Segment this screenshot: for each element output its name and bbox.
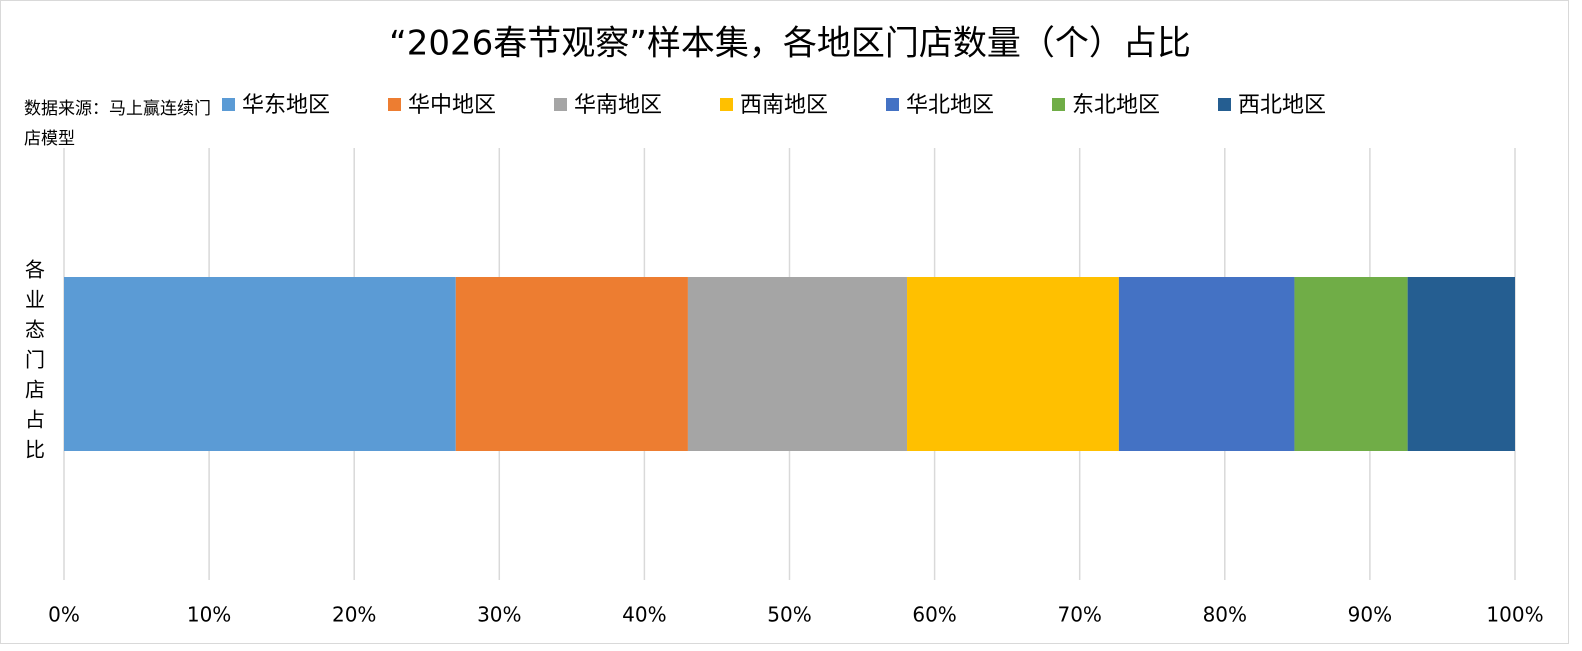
bar-segment xyxy=(1294,277,1408,451)
x-tick-label: 80% xyxy=(1203,603,1247,627)
legend-label: 西南地区 xyxy=(740,93,828,118)
bar-segment xyxy=(455,277,688,451)
legend-swatch xyxy=(1218,98,1231,111)
legend-swatch xyxy=(720,98,733,111)
legend-label: 西北地区 xyxy=(1238,93,1326,118)
legend-label: 华北地区 xyxy=(906,93,994,118)
x-tick-label: 20% xyxy=(332,603,376,627)
x-tick-label: 100% xyxy=(1486,603,1543,627)
chart-title: “2026春节观察”样本集，各地区门店数量（个）占比 xyxy=(389,24,1191,64)
bar-segment xyxy=(1118,277,1295,451)
x-tick-label: 70% xyxy=(1057,603,1101,627)
legend-label: 东北地区 xyxy=(1072,93,1160,118)
bar-segment xyxy=(1407,277,1515,451)
x-tick-label: 50% xyxy=(767,603,811,627)
bar-segment xyxy=(687,277,908,451)
legend-swatch xyxy=(1052,98,1065,111)
legend-swatch xyxy=(388,98,401,111)
bar-segment xyxy=(907,277,1119,451)
x-tick-label: 60% xyxy=(912,603,956,627)
x-tick-label: 0% xyxy=(48,603,80,627)
legend-label: 华东地区 xyxy=(242,93,330,118)
y-tick-label: 各业态门店占比 xyxy=(22,259,46,469)
legend-swatch xyxy=(554,98,567,111)
x-tick-label: 40% xyxy=(622,603,666,627)
bar-segment xyxy=(64,277,456,451)
x-tick-label: 30% xyxy=(477,603,521,627)
legend-label: 华中地区 xyxy=(408,93,496,118)
x-tick-label: 90% xyxy=(1348,603,1392,627)
legend-label: 华南地区 xyxy=(574,93,662,118)
legend-swatch xyxy=(886,98,899,111)
source-note: 数据来源：马上赢连续门店模型 xyxy=(24,99,211,149)
legend-swatch xyxy=(222,98,235,111)
x-tick-label: 10% xyxy=(187,603,231,627)
